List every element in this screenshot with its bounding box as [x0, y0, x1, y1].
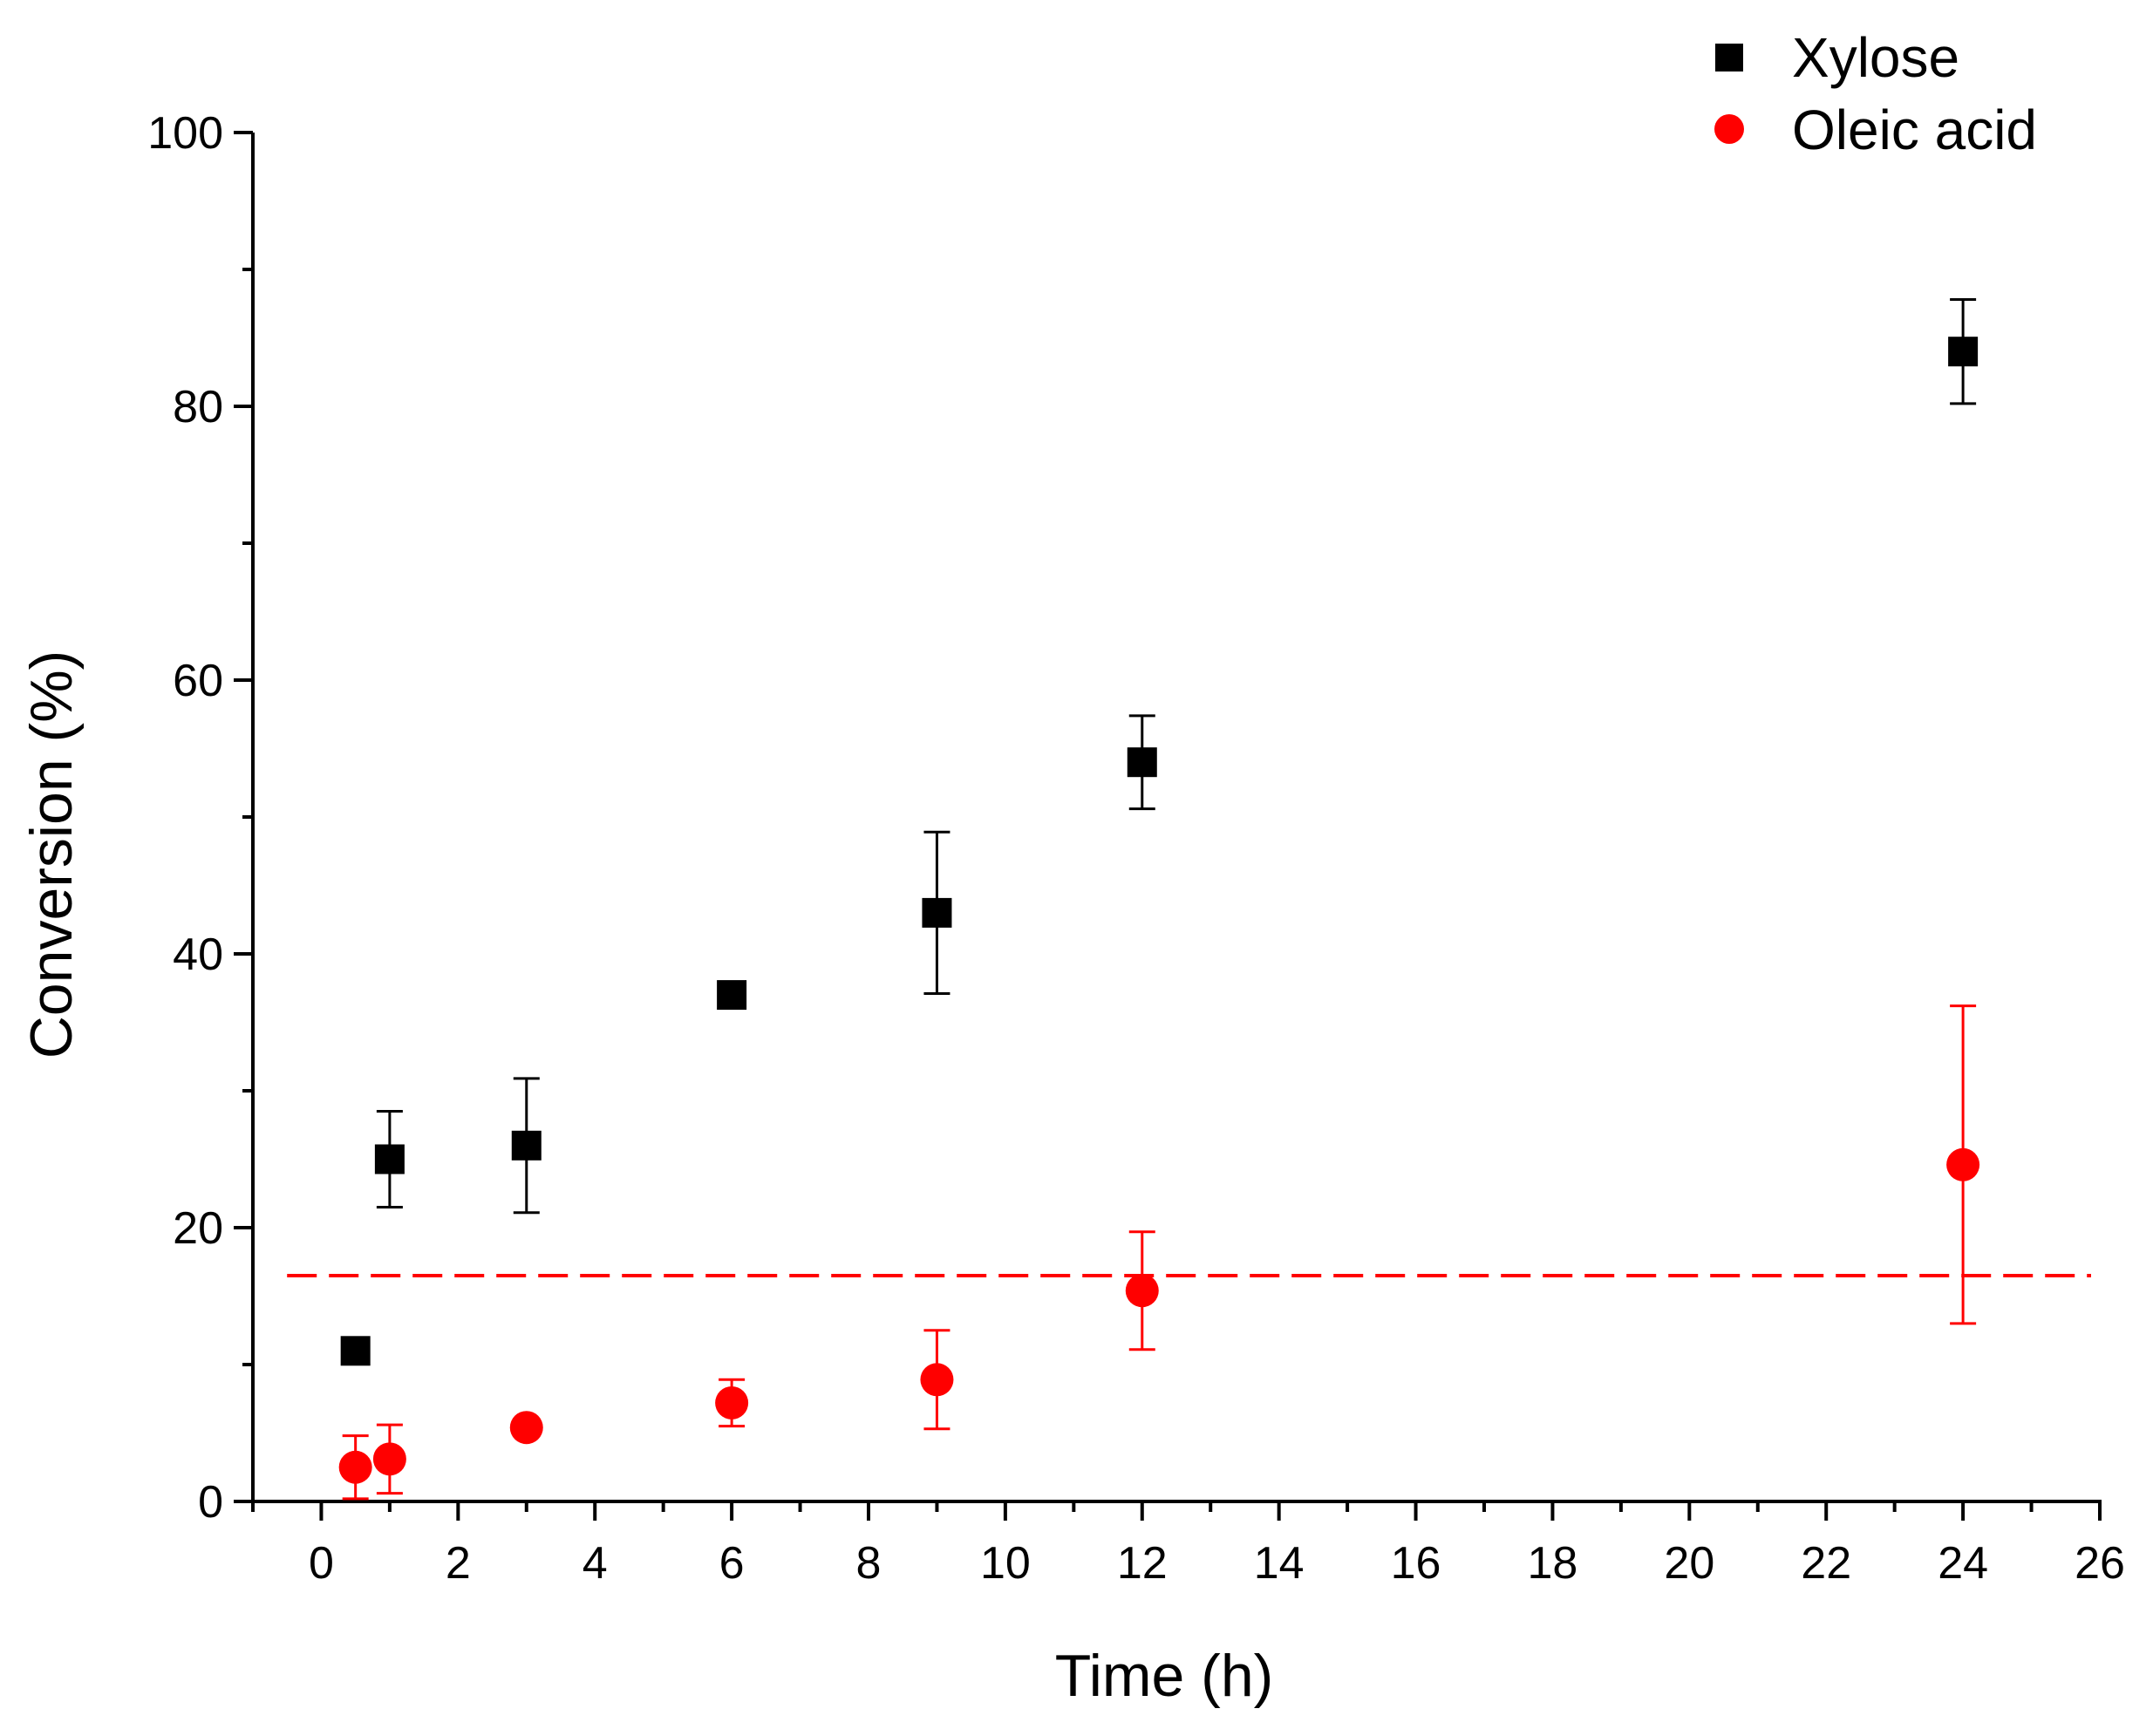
data-point-xylose: [374, 1144, 405, 1174]
data-point-oleic-acid: [509, 1411, 543, 1445]
y-tick-label: 60: [173, 656, 223, 706]
x-tick-label: 8: [856, 1538, 882, 1589]
legend: Xylose Oleic acid: [1714, 26, 2037, 161]
data-point-oleic-acid: [372, 1442, 406, 1476]
y-tick-label: 80: [173, 382, 223, 432]
series-group: [338, 298, 1980, 1501]
x-tick-label: 12: [1117, 1538, 1168, 1589]
x-tick-label: 2: [446, 1538, 471, 1589]
x-tick-label: 6: [719, 1538, 745, 1589]
legend-label-xylose: Xylose: [1792, 26, 1959, 89]
data-point-xylose: [717, 980, 747, 1011]
data-point-xylose: [511, 1130, 542, 1161]
legend-label-oleic-acid: Oleic acid: [1792, 99, 2037, 161]
x-tick-label: 22: [1801, 1538, 1851, 1589]
data-point-oleic-acid: [1946, 1147, 1980, 1181]
x-tick-label: 16: [1391, 1538, 1441, 1589]
legend-marker-xylose: [1715, 44, 1743, 71]
series-oleic-acid: [338, 1004, 1980, 1501]
y-axis-title: Conversion (%): [18, 650, 85, 1059]
x-axis-title: Time (h): [1055, 1643, 1274, 1709]
data-point-oleic-acid: [715, 1385, 749, 1419]
y-tick-label: 0: [198, 1477, 223, 1528]
data-point-xylose: [340, 1336, 371, 1366]
x-tick-label: 10: [980, 1538, 1031, 1589]
x-tick-label: 24: [1938, 1538, 1988, 1589]
y-tick-label: 20: [173, 1203, 223, 1254]
x-tick-label: 18: [1528, 1538, 1578, 1589]
x-tick-label: 0: [309, 1538, 334, 1589]
y-tick-label: 40: [173, 929, 223, 980]
x-tick-label: 14: [1254, 1538, 1305, 1589]
x-tick-label: 26: [2075, 1538, 2125, 1589]
data-point-oleic-acid: [920, 1363, 954, 1397]
legend-marker-oleic-acid: [1714, 114, 1744, 144]
data-point-oleic-acid: [338, 1450, 372, 1484]
x-tick-label: 20: [1664, 1538, 1714, 1589]
data-point-oleic-acid: [1125, 1274, 1159, 1308]
data-point-xylose: [922, 897, 952, 928]
series-xylose: [340, 298, 1979, 1366]
y-tick-label: 100: [147, 108, 223, 159]
data-point-xylose: [1948, 337, 1979, 367]
x-tick-label: 4: [583, 1538, 608, 1589]
data-point-xylose: [1127, 747, 1157, 778]
